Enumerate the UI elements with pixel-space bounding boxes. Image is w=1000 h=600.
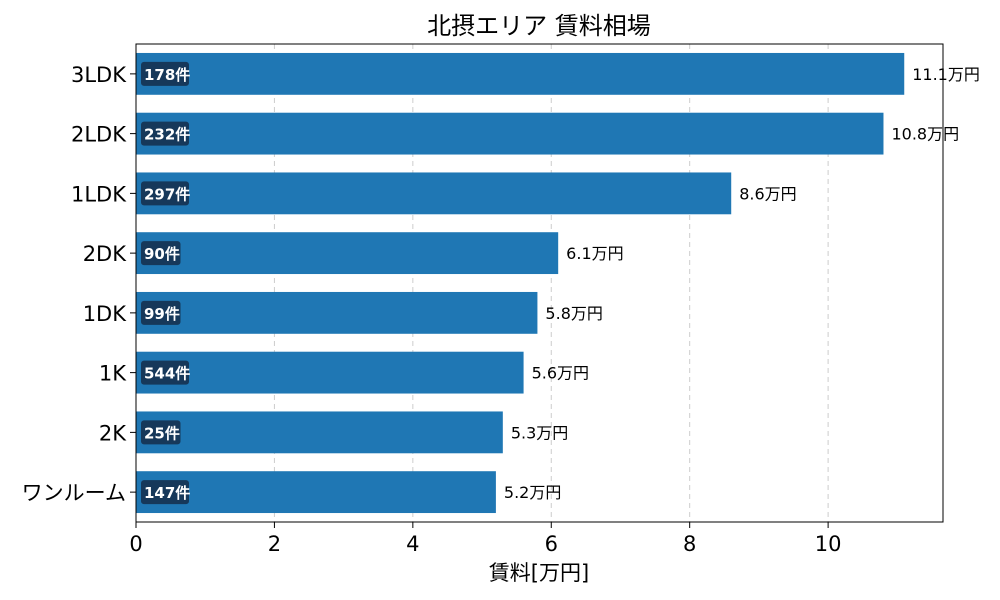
- count-label: 178件: [144, 66, 190, 84]
- value-label: 5.2万円: [504, 483, 561, 502]
- bar: [136, 351, 524, 394]
- count-badge: [141, 121, 189, 146]
- bar: [136, 52, 905, 95]
- count-badge: [141, 241, 181, 266]
- chart-title: 北摂エリア 賃料相場: [427, 12, 651, 40]
- count-badge: [141, 480, 189, 505]
- bar: [136, 232, 559, 275]
- y-tick-label: 1K: [99, 362, 127, 386]
- value-label: 10.8万円: [891, 125, 959, 144]
- value-label: 5.8万円: [545, 304, 602, 323]
- bar: [136, 471, 496, 514]
- bar: [136, 291, 538, 334]
- count-badge: [141, 61, 189, 86]
- y-tick-label: 2K: [99, 421, 127, 445]
- y-tick-label: 3LDK: [71, 63, 127, 87]
- count-label: 544件: [144, 365, 190, 383]
- bar: [136, 112, 884, 155]
- count-label: 25件: [144, 424, 180, 442]
- x-tick-label: 10: [815, 532, 842, 556]
- value-label: 5.3万円: [511, 423, 568, 442]
- x-tick-label: 0: [129, 532, 142, 556]
- count-badge: [141, 300, 181, 325]
- y-tick-label: 2LDK: [71, 123, 127, 147]
- count-label: 297件: [144, 185, 190, 203]
- bar: [136, 172, 732, 215]
- count-label: 232件: [144, 126, 190, 144]
- count-badge: [141, 360, 189, 385]
- y-tick-label: ワンルーム: [22, 481, 126, 505]
- count-badge: [141, 181, 189, 206]
- bar: [136, 411, 503, 454]
- value-label: 6.1万円: [566, 244, 623, 263]
- x-tick-label: 8: [683, 532, 696, 556]
- value-label: 11.1万円: [912, 65, 980, 84]
- value-label: 5.6万円: [532, 364, 589, 383]
- x-axis-label: 賃料[万円]: [489, 561, 589, 585]
- count-label: 90件: [144, 245, 180, 263]
- count-label: 99件: [144, 305, 180, 323]
- y-tick-label: 2DK: [83, 242, 128, 266]
- y-tick-label: 1DK: [83, 302, 128, 326]
- axes: 3LDK 2LDK 1LDK 2DK 1DK 1K 2K ワンルーム 0 2 4 6 8 10: [22, 43, 944, 556]
- x-tick-label: 2: [268, 532, 281, 556]
- count-badge: [141, 420, 181, 445]
- value-label: 8.6万円: [739, 184, 796, 203]
- x-tick-label: 4: [406, 532, 419, 556]
- x-tick-label: 6: [545, 532, 558, 556]
- bars: 11.1万円 178件 10.8万円 232件 8.6万円 297件 6.1万円 90件 5.8…: [136, 52, 980, 514]
- count-label: 147件: [144, 484, 190, 502]
- y-tick-label: 1LDK: [71, 182, 127, 206]
- plot-frame: [135, 43, 944, 523]
